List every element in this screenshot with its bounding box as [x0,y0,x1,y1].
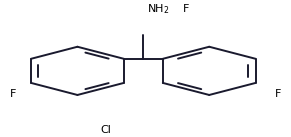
Text: F: F [274,89,281,99]
Text: Cl: Cl [101,125,111,135]
Text: F: F [10,89,17,99]
Text: F: F [183,4,189,14]
Text: NH$_2$: NH$_2$ [147,2,169,16]
